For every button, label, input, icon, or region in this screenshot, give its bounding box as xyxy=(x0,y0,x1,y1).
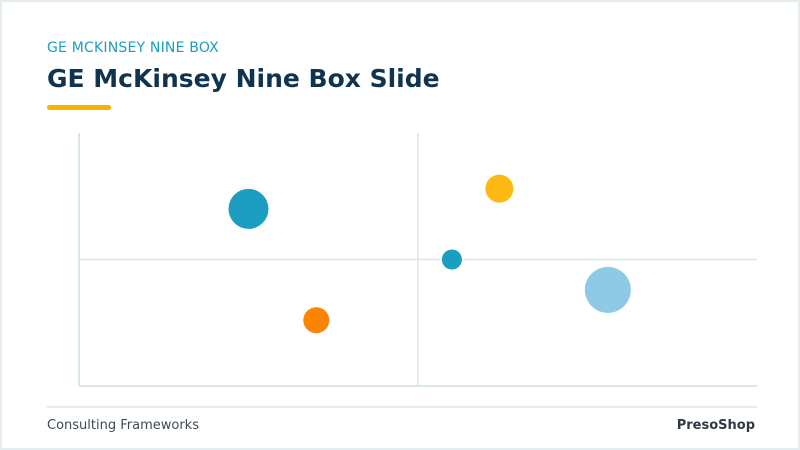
footer-divider xyxy=(47,406,757,408)
bubble-point-1 xyxy=(228,188,269,229)
bubble-point-3 xyxy=(441,249,462,270)
chart-axes xyxy=(78,133,757,387)
footer-left-text: Consulting Frameworks xyxy=(47,418,199,433)
bubble-series xyxy=(228,174,631,334)
slide-title: GE McKinsey Nine Box Slide xyxy=(47,64,440,93)
title-accent-bar xyxy=(47,105,111,110)
bubble-point-4 xyxy=(584,266,631,313)
footer-brand: PresoShop xyxy=(676,418,755,433)
bubble-point-2 xyxy=(485,174,514,203)
bubble-point-5 xyxy=(303,307,330,334)
slide-eyebrow: GE MCKINSEY NINE BOX xyxy=(47,40,219,56)
